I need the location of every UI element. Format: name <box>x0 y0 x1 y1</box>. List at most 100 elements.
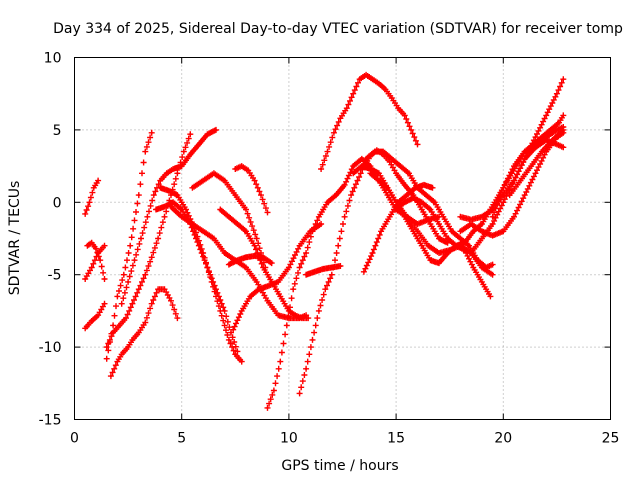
data-point <box>223 179 226 182</box>
data-point <box>420 244 424 247</box>
data-point <box>412 230 415 233</box>
data-point <box>266 285 269 288</box>
data-point <box>311 338 314 342</box>
data-point <box>334 193 338 197</box>
data-point <box>345 106 348 110</box>
data-point <box>257 287 261 291</box>
data-point <box>360 157 363 161</box>
series-markers <box>225 252 275 268</box>
data-point <box>124 316 128 320</box>
data-point <box>467 244 471 247</box>
data-point <box>229 331 233 334</box>
data-point <box>105 345 108 349</box>
data-point <box>90 241 93 245</box>
data-point <box>562 128 565 132</box>
data-point <box>437 222 441 226</box>
data-point <box>358 78 361 81</box>
data-point <box>502 186 505 190</box>
data-point <box>261 266 265 269</box>
data-point <box>189 133 192 136</box>
data-point <box>206 266 209 269</box>
data-point <box>491 215 494 218</box>
data-point <box>212 172 216 175</box>
data-point <box>386 186 389 190</box>
data-point <box>304 251 308 255</box>
data-point <box>322 267 325 271</box>
data-point <box>463 241 466 245</box>
data-point <box>326 201 329 204</box>
data-point <box>343 215 346 218</box>
data-point <box>555 128 559 132</box>
data-point <box>512 164 516 168</box>
data-point <box>555 92 559 95</box>
data-point <box>266 299 269 302</box>
data-point <box>276 280 280 284</box>
data-point <box>201 230 205 233</box>
data-point <box>390 157 394 161</box>
data-point <box>144 273 147 276</box>
data-point <box>261 256 265 259</box>
data-point <box>352 92 355 95</box>
data-point <box>206 133 209 136</box>
data-point <box>403 183 406 187</box>
chart-title: Day 334 of 2025, Sidereal Day-to-day VTE… <box>53 21 623 37</box>
data-point <box>150 256 153 259</box>
data-point <box>433 201 436 204</box>
data-point <box>399 164 402 168</box>
data-point <box>88 201 91 204</box>
series-markers <box>303 263 344 278</box>
series-arc13 <box>232 163 271 216</box>
data-point <box>352 172 355 175</box>
data-point <box>469 222 473 226</box>
data-point <box>469 251 473 255</box>
data-point <box>519 179 522 182</box>
data-point <box>304 273 308 276</box>
data-point <box>266 406 269 410</box>
y-tick-label: 10 <box>44 51 62 67</box>
data-point <box>234 353 237 356</box>
data-point <box>405 193 409 197</box>
data-point <box>84 212 87 216</box>
data-point <box>255 237 258 240</box>
data-point <box>420 201 424 204</box>
data-point <box>191 222 194 226</box>
data-point <box>137 193 141 197</box>
data-point <box>463 248 466 252</box>
data-point <box>197 143 201 146</box>
series-arc5 <box>103 129 155 362</box>
data-point <box>298 244 301 247</box>
series-markers <box>82 300 108 332</box>
data-point <box>300 316 303 320</box>
data-point <box>397 106 400 110</box>
series-markers <box>82 177 102 217</box>
data-point <box>165 172 168 175</box>
data-point <box>227 338 231 342</box>
data-point <box>491 263 494 266</box>
plot-frame <box>74 57 611 420</box>
data-point <box>551 138 554 142</box>
data-point <box>291 287 295 291</box>
data-point <box>176 193 179 197</box>
data-point <box>356 179 359 182</box>
series-arc28 <box>468 137 567 256</box>
data-point <box>219 208 222 211</box>
data-point <box>414 186 417 190</box>
data-point <box>236 222 239 226</box>
data-point <box>99 259 102 262</box>
axis-ticks: 0 5 10 15 20 25 -15 -10 -5 0 5 10 <box>39 51 620 447</box>
data-point <box>382 150 385 153</box>
data-point <box>201 179 205 182</box>
series-markers <box>153 199 241 355</box>
data-point <box>427 244 430 247</box>
data-point <box>227 263 231 266</box>
data-point <box>169 299 173 302</box>
data-point <box>171 201 175 204</box>
data-point <box>326 150 329 153</box>
x-axis-title: GPS time / hours <box>281 458 398 474</box>
data-point <box>319 167 323 171</box>
y-tick-label: 0 <box>53 195 62 211</box>
series-markers <box>232 163 271 216</box>
data-point <box>480 237 484 240</box>
data-point <box>92 186 95 190</box>
series-arc1 <box>82 177 102 217</box>
